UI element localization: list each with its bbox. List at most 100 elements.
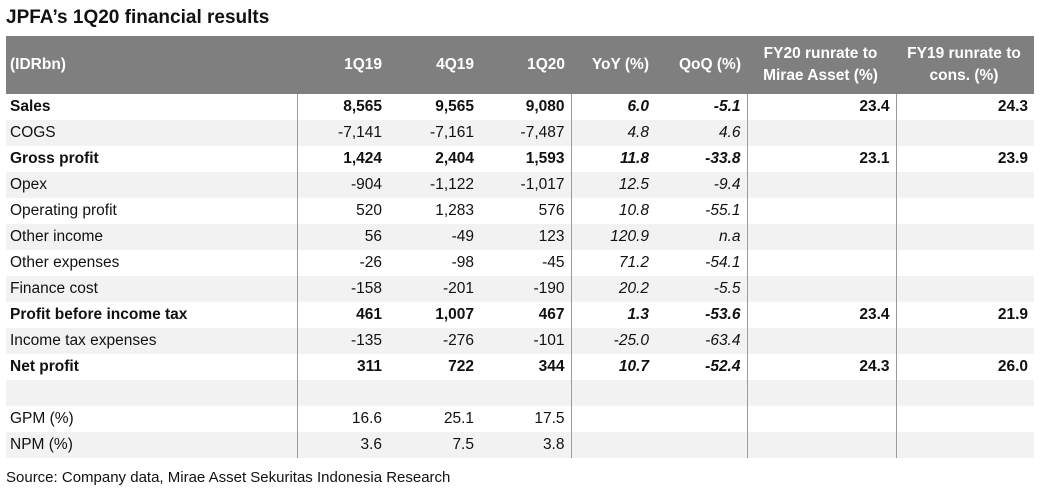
cell-1q20 [480, 380, 572, 406]
header-qoq: QoQ (%) [679, 56, 741, 73]
cell-fy19-runrate [896, 120, 1034, 146]
header-fy19-runrate: FY19 runrate to cons. (%) [907, 45, 1021, 84]
source-note: Source: Company data, Mirae Asset Sekuri… [6, 469, 451, 486]
header-yoy: YoY (%) [591, 56, 649, 73]
cell-fy20-runrate [747, 276, 897, 302]
cell-yoy [571, 432, 655, 458]
cell-yoy: 4.8 [627, 124, 649, 141]
header-4q19: 4Q19 [436, 56, 474, 73]
cell-fy20-runrate [747, 406, 897, 432]
cell-4q19: -98 [451, 254, 474, 271]
cell-yoy: 120.9 [610, 228, 649, 245]
cell-1q20: 467 [480, 302, 572, 328]
cell-label: Profit before income tax [6, 302, 298, 328]
cell-1q19: 311 [356, 358, 382, 375]
cell-yoy [571, 380, 655, 406]
cell-label: Income tax expenses [6, 328, 298, 354]
cell-4q19: 722 [448, 358, 474, 375]
cell-label: COGS [6, 120, 298, 146]
table-row: Gross profit 1,424 2,404 1,593 11.8 -33.8 23.1… [6, 146, 1034, 172]
header-1q19: 1Q19 [344, 56, 382, 73]
cell-fy19-runrate [896, 250, 1034, 276]
cell-4q19: -201 [442, 280, 474, 297]
cell-fy19-runrate [896, 276, 1034, 302]
cell-1q20: -190 [480, 276, 572, 302]
cell-fy20-runrate [747, 250, 897, 276]
cell-yoy: 1.3 [627, 306, 649, 323]
header-1q20: 1Q20 [527, 56, 565, 73]
cell-1q19: -904 [350, 176, 382, 193]
cell-1q19: 1,424 [343, 150, 382, 167]
cell-qoq [655, 380, 748, 406]
cell-1q19 [297, 380, 388, 406]
cell-yoy: -25.0 [613, 332, 649, 349]
cell-qoq: -63.4 [655, 328, 748, 354]
cell-qoq [655, 432, 748, 458]
cell-1q20: 123 [480, 224, 572, 250]
cell-qoq [655, 406, 748, 432]
cell-fy19-runrate: 24.3 [997, 98, 1028, 115]
cell-label [6, 380, 298, 406]
cell-1q20: 1,593 [480, 146, 572, 172]
table-row: Other income 56 -49 123 120.9 n.a [6, 224, 1034, 250]
cell-1q20: -45 [480, 250, 572, 276]
table-row: Other expenses -26 -98 -45 71.2 -54.1 [6, 250, 1034, 276]
cell-yoy: 11.8 [619, 150, 649, 167]
table-title: JPFA’s 1Q20 financial results [6, 7, 270, 28]
table-row: Operating profit 520 1,283 576 10.8 -55.1 [6, 198, 1034, 224]
cell-4q19: 1,007 [435, 306, 474, 323]
cell-1q20: 576 [480, 198, 572, 224]
cell-label: Operating profit [6, 198, 298, 224]
cell-fy19-runrate: 26.0 [997, 358, 1028, 375]
cell-qoq: -5.1 [655, 94, 748, 120]
cell-1q19: 3.6 [360, 436, 382, 453]
table-header-row: (IDRbn) 1Q19 4Q19 1Q20 YoY (%) QoQ (%) F… [6, 36, 1034, 94]
cell-1q19: 56 [364, 228, 382, 245]
cell-label: Net profit [6, 354, 298, 380]
header-unit: (IDRbn) [10, 56, 66, 73]
table-row: NPM (%) 3.6 7.5 3.8 [6, 432, 1034, 458]
cell-1q19: 520 [356, 202, 382, 219]
cell-fy20-runrate [747, 172, 897, 198]
cell-qoq: -53.6 [655, 302, 748, 328]
cell-label: GPM (%) [6, 406, 298, 432]
cell-1q19: -26 [359, 254, 382, 271]
cell-4q19: 25.1 [443, 410, 474, 427]
cell-4q19 [388, 380, 480, 406]
cell-4q19: 9,565 [435, 98, 474, 115]
cell-1q19: -7,141 [338, 124, 382, 141]
cell-yoy: 12.5 [618, 176, 649, 193]
cell-1q20: 344 [480, 354, 572, 380]
cell-4q19: 7.5 [452, 436, 474, 453]
cell-1q20: -7,487 [480, 120, 572, 146]
cell-4q19: 1,283 [435, 202, 474, 219]
table-row: Profit before income tax 461 1,007 467 1.3 -5… [6, 302, 1034, 328]
cell-fy20-runrate: 23.4 [747, 302, 897, 328]
cell-fy20-runrate [747, 224, 897, 250]
cell-fy20-runrate: 24.3 [747, 354, 897, 380]
table-row: Sales 8,565 9,565 9,080 6.0 -5.1 23.4 24.3 [6, 94, 1034, 120]
cell-1q20: 17.5 [480, 406, 572, 432]
cell-fy20-runrate: 23.4 [747, 94, 897, 120]
cell-1q20: -101 [480, 328, 572, 354]
cell-1q19: 461 [356, 306, 382, 323]
cell-fy20-runrate [747, 432, 897, 458]
cell-qoq: -52.4 [655, 354, 748, 380]
table-row: Finance cost -158 -201 -190 20.2 -5.5 [6, 276, 1034, 302]
cell-1q20: 3.8 [480, 432, 572, 458]
cell-label: Finance cost [6, 276, 298, 302]
cell-qoq: -9.4 [655, 172, 748, 198]
cell-fy19-runrate [896, 380, 1034, 406]
table-row: Income tax expenses -135 -276 -101 -25.0 -63.… [6, 328, 1034, 354]
cell-1q20: 9,080 [480, 94, 572, 120]
cell-4q19: 2,404 [435, 150, 474, 167]
cell-1q19: 8,565 [343, 98, 382, 115]
cell-label: Other income [6, 224, 298, 250]
table-row: Net profit 311 722 344 10.7 -52.4 24.3 26.0 [6, 354, 1034, 380]
cell-label: Opex [6, 172, 298, 198]
cell-yoy [571, 406, 655, 432]
cell-1q19: 16.6 [351, 410, 382, 427]
cell-fy20-runrate [747, 380, 897, 406]
table-row: Opex -904 -1,122 -1,017 12.5 -9.4 [6, 172, 1034, 198]
cell-1q19: -158 [350, 280, 382, 297]
